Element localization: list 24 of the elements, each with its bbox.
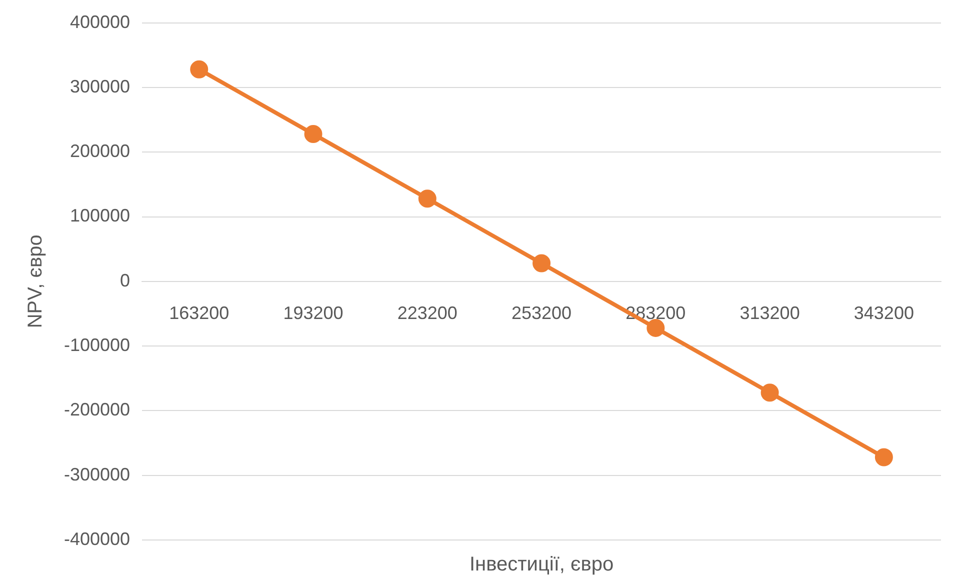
x-tick-label: 163200: [169, 303, 230, 324]
point: [646, 318, 665, 337]
x-tick-label: 193200: [283, 303, 344, 324]
y-tick-label: 300000: [70, 76, 130, 96]
point: [874, 448, 893, 466]
y-tick-label: -100000: [64, 335, 130, 356]
y-tick-label: -300000: [64, 464, 130, 484]
x-axis-title: Інвестиції, євро: [469, 554, 614, 576]
y-tick-label: -200000: [64, 400, 130, 420]
y-tick-label: 200000: [70, 141, 130, 162]
point: [532, 254, 551, 272]
y-tick-label: -400000: [64, 528, 130, 549]
y-tick-label: 0: [120, 270, 130, 290]
point: [418, 190, 436, 208]
x-tick-label: 343200: [854, 303, 914, 324]
y-tick-label: 100000: [70, 206, 130, 226]
point: [760, 384, 779, 402]
point: [190, 60, 208, 78]
x-tick-label: 223200: [397, 303, 458, 324]
point: [304, 125, 322, 143]
x-tick-label: 313200: [740, 303, 800, 324]
x-tick-label: 253200: [511, 303, 572, 324]
y-tick-label: 400000: [70, 12, 130, 32]
y-axis-title: NPV, євро: [24, 234, 47, 328]
